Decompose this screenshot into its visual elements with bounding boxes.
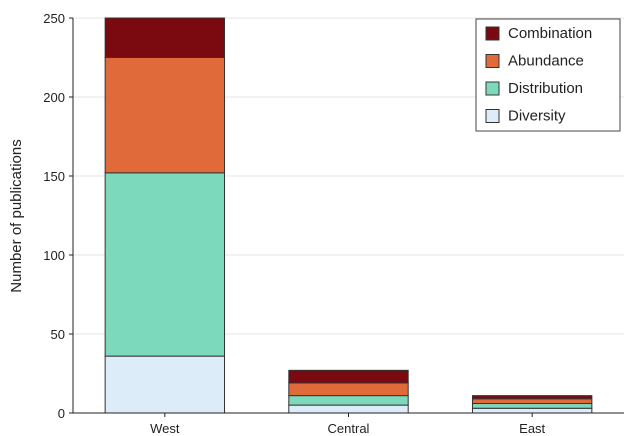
bar-west-distribution — [104, 172, 226, 357]
legend-swatch-abundance — [485, 54, 500, 68]
y-tick-label: 0 — [58, 406, 65, 421]
x-ticks: West Central East — [150, 413, 546, 436]
legend-swatch-combination — [485, 26, 500, 41]
legend-swatch-distribution — [485, 81, 500, 96]
y-axis-title: Number of publications — [8, 139, 25, 292]
x-tick-label: Central — [328, 421, 370, 436]
bar-central-combination — [288, 369, 409, 384]
legend: Combination Abundance Distribution Diversit… — [475, 18, 621, 132]
bar-east-abundance — [471, 398, 593, 405]
y-tick-label: 100 — [43, 248, 65, 263]
bar-west-abundance — [104, 57, 226, 174]
legend-label-combination: Combination — [508, 25, 592, 42]
y-tick-label: 200 — [43, 90, 65, 105]
legend-box — [475, 18, 621, 132]
bar-east-combination — [471, 395, 593, 400]
y-tick-label: 150 — [43, 169, 65, 184]
y-tick-label: 50 — [51, 327, 65, 342]
y-tick-label: 250 — [43, 11, 65, 26]
legend-label-diversity: Diversity — [508, 108, 566, 125]
y-ticks: 0 50 100 150 200 250 — [43, 11, 73, 421]
bar-west-diversity — [104, 355, 226, 414]
legend-swatch-diversity — [485, 109, 500, 123]
bar-east-diversity — [471, 407, 593, 414]
x-tick-label: East — [519, 421, 545, 436]
bar-central-diversity — [288, 404, 409, 414]
bar-central-abundance — [288, 382, 409, 397]
bar-east-distribution — [471, 403, 593, 409]
bar-west-combination — [104, 17, 226, 58]
x-tick-label: West — [150, 421, 180, 436]
legend-label-abundance: Abundance — [508, 53, 584, 70]
legend-label-distribution: Distribution — [508, 80, 583, 97]
bars — [104, 17, 593, 414]
bar-central-distribution — [288, 395, 409, 406]
